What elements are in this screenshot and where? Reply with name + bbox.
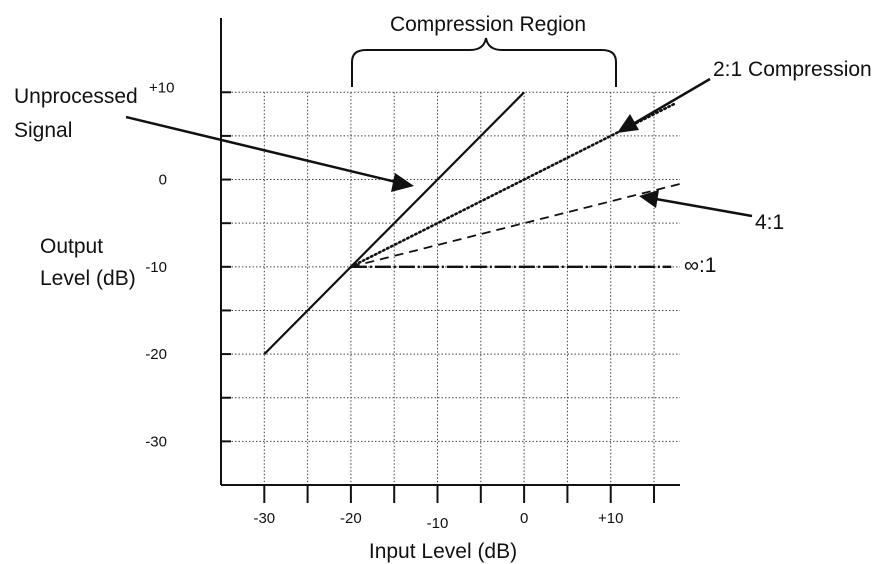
callout-arrows bbox=[125, 77, 753, 218]
unprocessed-arrow-line bbox=[125, 115, 397, 184]
ratio-infinity-label: ∞:1 bbox=[684, 254, 716, 277]
x-tick-label: -10 bbox=[427, 515, 449, 532]
y-axis-title-line1: Output bbox=[40, 235, 103, 258]
y-tick-label: 0 bbox=[159, 172, 167, 189]
ratio-4-1-arrowhead bbox=[639, 190, 659, 208]
series-line-4-1 bbox=[350, 183, 681, 268]
unprocessed-signal-label-line2: Signal bbox=[14, 119, 72, 142]
ratio-2-1-arrow-line bbox=[632, 77, 711, 126]
compression-region-brace bbox=[351, 37, 617, 87]
ratio-4-1-label: 4:1 bbox=[755, 211, 784, 234]
x-tick-label: 0 bbox=[520, 510, 528, 527]
unprocessed-signal-label-line1: Unprocessed bbox=[14, 85, 138, 108]
x-axis-title: Input Level (dB) bbox=[369, 540, 517, 563]
y-axis-title-line2: Level (dB) bbox=[40, 267, 136, 290]
y-tick-label: -20 bbox=[145, 346, 167, 363]
ratio-2-1-label: 2:1 Compression bbox=[713, 58, 872, 81]
y-tick-label: -30 bbox=[145, 433, 167, 450]
x-tick-label: -20 bbox=[340, 510, 362, 527]
x-tick-label: -30 bbox=[253, 510, 275, 527]
y-tick-label: -10 bbox=[145, 259, 167, 276]
y-tick-label: +10 bbox=[149, 79, 174, 96]
tick-labels: +10 0 -10 -20 -30 -30 -20 -10 0 +10 bbox=[145, 79, 623, 532]
ratio-4-1-arrow-line bbox=[655, 197, 753, 218]
series-line-unprocessed-signal bbox=[263, 91, 525, 355]
unprocessed-arrowhead bbox=[391, 173, 414, 192]
axes bbox=[220, 18, 680, 503]
x-tick-label: +10 bbox=[598, 510, 623, 527]
compression-region-label: Compression Region bbox=[390, 13, 586, 36]
grid-lines bbox=[221, 91, 680, 485]
ratio-2-1-arrowhead bbox=[617, 114, 639, 133]
